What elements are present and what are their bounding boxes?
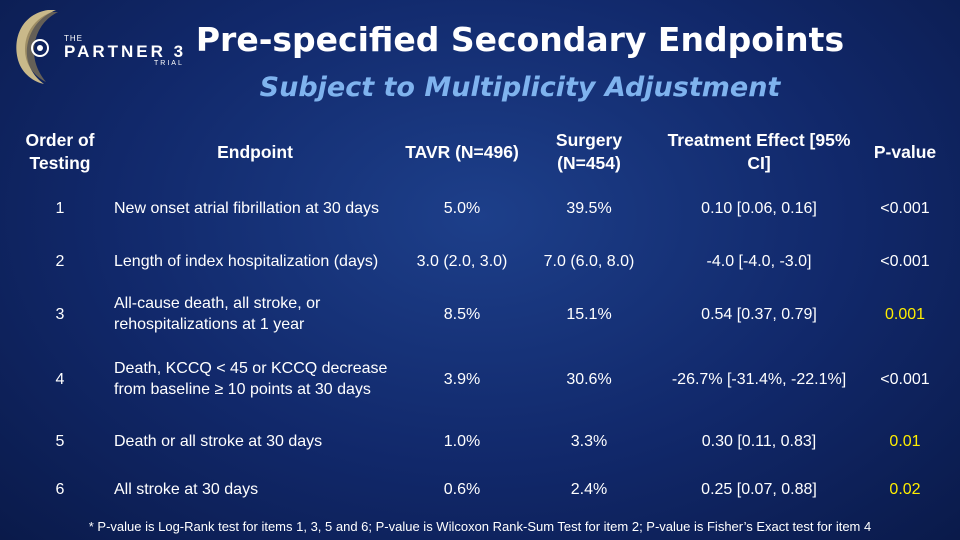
cell-endpoint: All stroke at 30 days — [114, 480, 259, 498]
table-header-row: Order of Testing Endpoint TAVR (N=496) S… — [10, 122, 946, 182]
cell-endpoint: New onset atrial fibrillation at 30 days — [114, 199, 380, 217]
logo-trial-text: TRIAL — [154, 60, 184, 67]
cell-order: 5 — [55, 432, 65, 450]
header-order: Order of Testing — [25, 130, 95, 173]
footnote: * P-value is Log-Rank test for items 1, … — [88, 519, 872, 534]
cell-endpoint: Death, KCCQ < 45 or KCCQ decrease from b… — [114, 360, 388, 398]
cell-pvalue: 0.01 — [889, 432, 921, 450]
cell-surgery: 7.0 (6.0, 8.0) — [543, 252, 635, 270]
cell-treatment-effect: 0.54 [0.37, 0.79] — [701, 305, 817, 323]
cell-order: 4 — [55, 370, 65, 388]
cell-pvalue: 0.02 — [889, 480, 921, 498]
table-row: 1 New onset atrial fibrillation at 30 da… — [10, 182, 946, 236]
cell-tavr: 0.6% — [443, 480, 481, 498]
header-pvalue: P-value — [873, 141, 937, 162]
cell-tavr: 8.5% — [443, 305, 481, 323]
cell-pvalue: <0.001 — [880, 199, 930, 217]
cell-surgery: 30.6% — [566, 370, 612, 388]
cell-tavr: 5.0% — [443, 199, 481, 217]
logo-name-text: PARTNER 3 — [64, 42, 187, 61]
table-row: 5 Death or all stroke at 30 days 1.0% 3.… — [10, 418, 946, 466]
table-row: 2 Length of index hospitalization (days)… — [10, 236, 946, 288]
cell-endpoint: All-cause death, all stroke, or rehospit… — [114, 295, 321, 333]
cell-tavr: 3.0 (2.0, 3.0) — [416, 252, 508, 270]
cell-treatment-effect: 0.10 [0.06, 0.16] — [701, 199, 817, 217]
cell-pvalue: <0.001 — [880, 252, 930, 270]
partner3-logo: THE PARTNER 3 TRIAL — [4, 4, 194, 88]
slide-title: Pre-specified Secondary Endpoints — [195, 20, 845, 59]
cell-tavr: 1.0% — [443, 432, 481, 450]
cell-treatment-effect: 0.25 [0.07, 0.88] — [701, 480, 817, 498]
cell-order: 1 — [55, 199, 65, 217]
cell-surgery: 15.1% — [566, 305, 612, 323]
cell-pvalue: 0.001 — [884, 305, 926, 323]
cell-treatment-effect: 0.30 [0.11, 0.83] — [701, 432, 817, 450]
table-row: 6 All stroke at 30 days 0.6% 2.4% 0.25 [… — [10, 466, 946, 514]
header-treatment-effect: Treatment Effect [95% CI] — [667, 130, 851, 173]
cell-order: 2 — [55, 252, 65, 270]
logo-the-text: THE — [64, 34, 83, 43]
endpoints-table: Order of Testing Endpoint TAVR (N=496) S… — [10, 122, 946, 514]
cell-endpoint: Length of index hospitalization (days) — [114, 252, 379, 270]
header-endpoint: Endpoint — [217, 141, 293, 162]
table-row: 4 Death, KCCQ < 45 or KCCQ decrease from… — [10, 342, 946, 418]
header-tavr: TAVR (N=496) — [405, 141, 519, 162]
cell-tavr: 3.9% — [443, 370, 481, 388]
cell-surgery: 2.4% — [570, 480, 608, 498]
cell-treatment-effect: -26.7% [-31.4%, -22.1%] — [671, 370, 847, 388]
cell-endpoint: Death or all stroke at 30 days — [114, 432, 323, 450]
slide-subtitle: Subject to Multiplicity Adjustment — [259, 72, 781, 103]
heart-valve-logo-icon — [16, 10, 58, 84]
cell-order: 6 — [55, 480, 65, 498]
cell-order: 3 — [55, 305, 65, 323]
cell-treatment-effect: -4.0 [-4.0, -3.0] — [706, 252, 812, 270]
cell-surgery: 39.5% — [566, 199, 612, 217]
cell-pvalue: <0.001 — [880, 370, 930, 388]
header-surgery: Surgery (N=454) — [555, 130, 623, 173]
table-row: 3 All-cause death, all stroke, or rehosp… — [10, 288, 946, 342]
cell-surgery: 3.3% — [570, 432, 608, 450]
